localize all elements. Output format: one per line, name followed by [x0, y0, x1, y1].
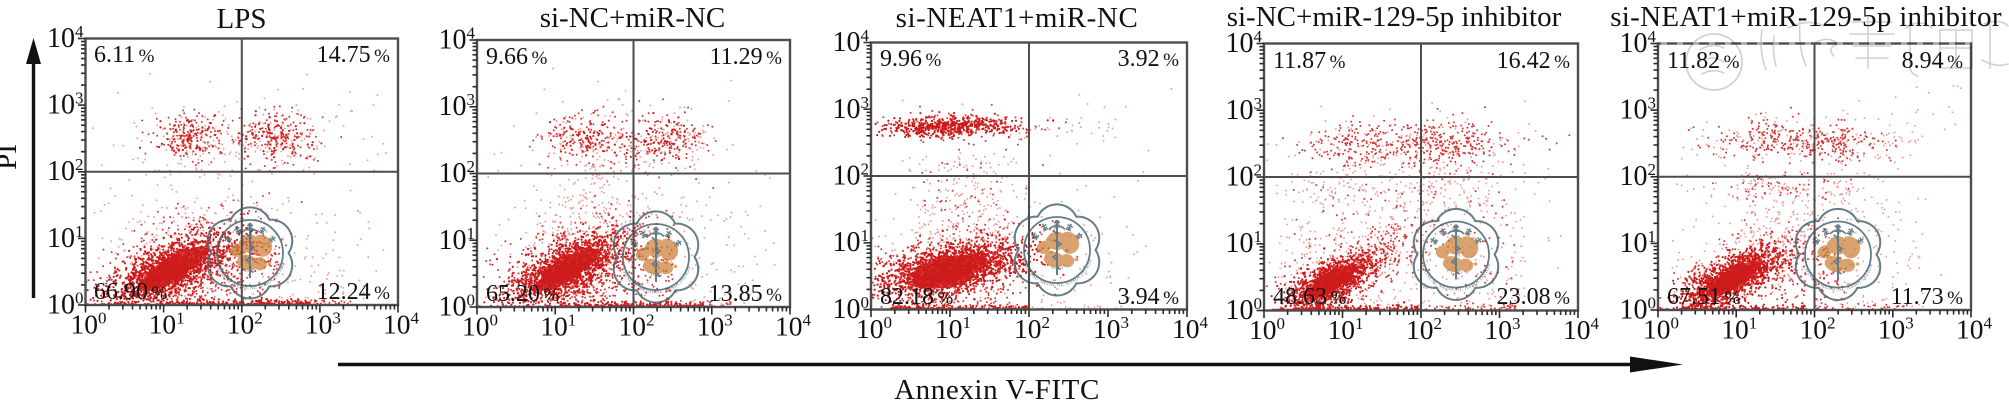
- svg-text:3.94%: 3.94%: [1118, 284, 1180, 310]
- svg-text:si-NC+miR-129-5p inhibitor: si-NC+miR-129-5p inhibitor: [1227, 1, 1562, 33]
- svg-text:103: 103: [1878, 314, 1914, 345]
- svg-text:9.66%: 9.66%: [486, 44, 548, 70]
- svg-text:si-NC+miR-NC: si-NC+miR-NC: [540, 2, 726, 34]
- svg-text:100: 100: [71, 309, 107, 340]
- svg-text:16.42%: 16.42%: [1497, 48, 1571, 74]
- svg-text:11.87%: 11.87%: [1273, 48, 1346, 74]
- svg-text:23.08%: 23.08%: [1497, 284, 1571, 310]
- svg-text:6.11%: 6.11%: [94, 42, 155, 68]
- svg-text:11.73%: 11.73%: [1891, 284, 1964, 310]
- svg-text:9.96%: 9.96%: [880, 46, 942, 72]
- svg-text:66.90%: 66.90%: [94, 279, 168, 305]
- svg-text:82.18%: 82.18%: [880, 284, 954, 310]
- svg-text:13.85%: 13.85%: [709, 281, 783, 307]
- svg-text:si-NEAT1+miR-129-5p inhibitor: si-NEAT1+miR-129-5p inhibitor: [1610, 1, 2002, 33]
- svg-text:48.63%: 48.63%: [1273, 284, 1347, 310]
- svg-text:8.94%: 8.94%: [1902, 48, 1964, 74]
- svg-text:67.51%: 67.51%: [1667, 284, 1741, 310]
- svg-text:3.92%: 3.92%: [1118, 46, 1180, 72]
- svg-text:Annexin V-FITC: Annexin V-FITC: [894, 374, 1100, 406]
- svg-text:103: 103: [697, 311, 733, 342]
- svg-text:LPS: LPS: [217, 3, 267, 35]
- svg-text:PI: PI: [0, 144, 23, 170]
- svg-text:si-NEAT1+miR-NC: si-NEAT1+miR-NC: [896, 2, 1139, 34]
- svg-text:12.24%: 12.24%: [317, 279, 391, 305]
- svg-text:11.82%: 11.82%: [1667, 48, 1740, 74]
- svg-text:101: 101: [1620, 227, 1657, 259]
- svg-text:65.20%: 65.20%: [486, 281, 560, 307]
- svg-text:102: 102: [1226, 161, 1263, 193]
- svg-text:100: 100: [439, 291, 476, 323]
- svg-text:11.29%: 11.29%: [710, 44, 783, 70]
- svg-text:14.75%: 14.75%: [317, 42, 391, 68]
- svg-text:100: 100: [47, 289, 84, 321]
